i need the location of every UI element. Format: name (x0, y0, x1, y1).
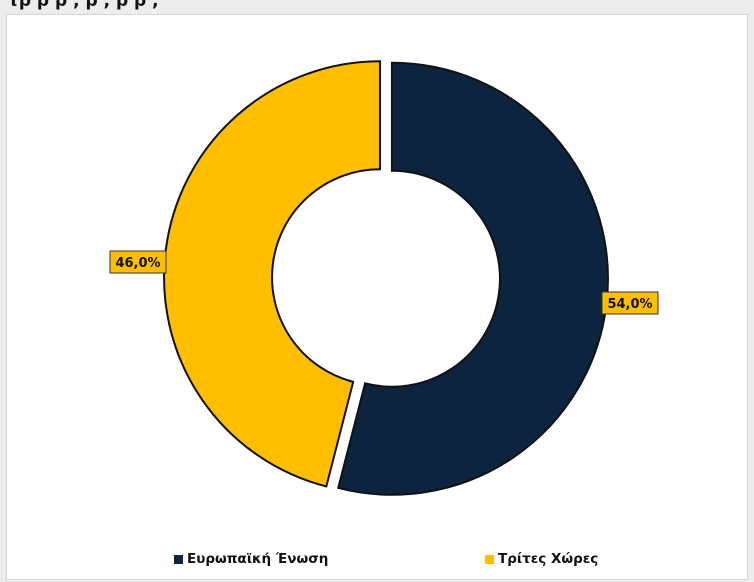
data-label-box-1 (109, 250, 167, 274)
header-title-fragment: τρ ρ ρ , ρ , ρ ρ , (8, 0, 159, 11)
data-label-box-0 (601, 291, 659, 315)
legend-item-eu: Ευρωπαϊκή Ένωση (174, 551, 328, 567)
legend-label-third-countries: Τρίτες Χώρες (498, 551, 599, 567)
header-bar: τρ ρ ρ , ρ , ρ ρ , (0, 0, 754, 14)
legend-item-third-countries: Τρίτες Χώρες (485, 551, 598, 567)
legend-swatch-eu (174, 554, 183, 564)
donut-slice-1 (163, 60, 382, 488)
legend-swatch-third-countries (485, 554, 494, 564)
donut-slice-0 (337, 61, 609, 496)
data-label-1: 46,0% (115, 256, 160, 271)
data-label-0: 54,0% (607, 297, 652, 312)
legend-label-eu: Ευρωπαϊκή Ένωση (187, 551, 329, 567)
